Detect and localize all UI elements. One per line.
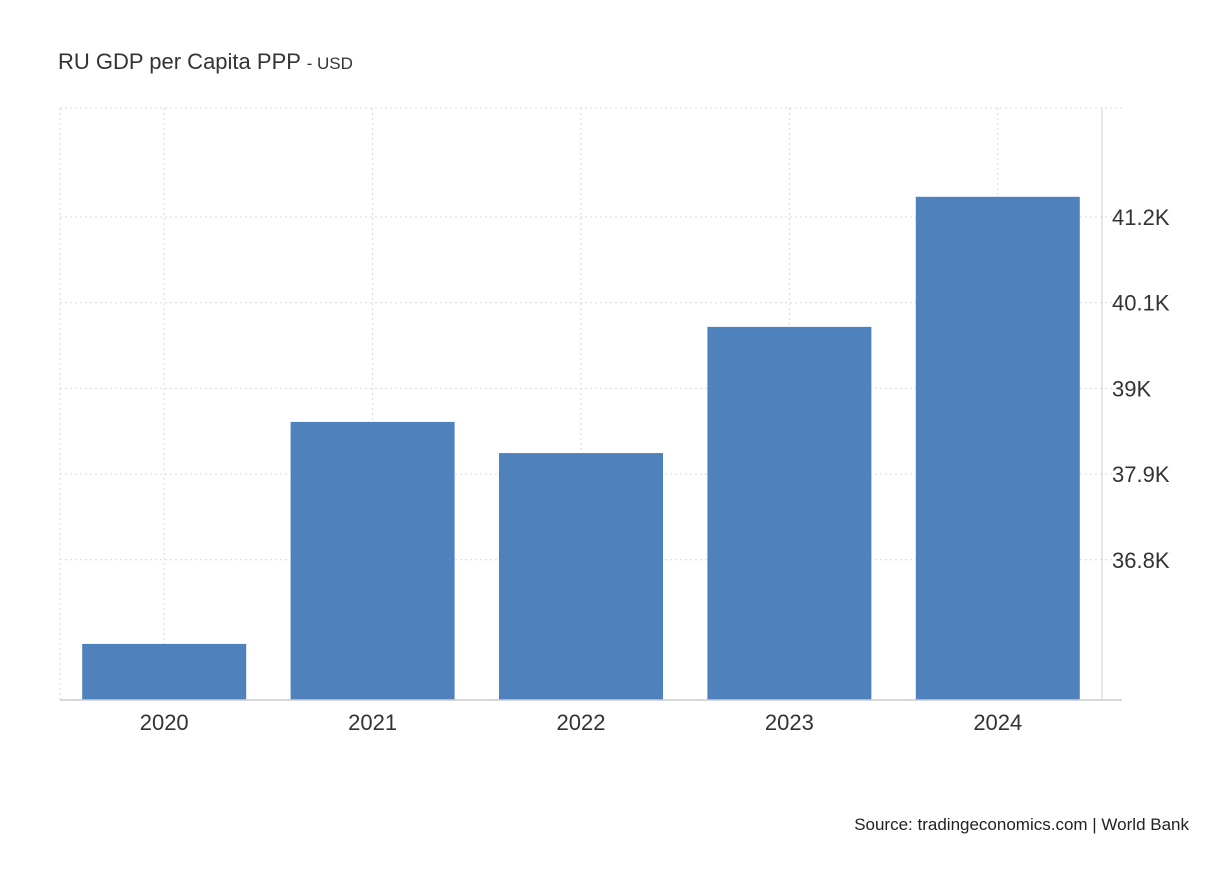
x-tick-label: 2023 xyxy=(765,710,814,735)
x-tick-label: 2020 xyxy=(140,710,189,735)
bar-2022 xyxy=(499,453,663,700)
y-tick-label: 36.8K xyxy=(1112,548,1170,573)
unit-label: - USD xyxy=(306,54,353,73)
y-tick-label: 37.9K xyxy=(1112,462,1170,487)
y-tick-label: 41.2K xyxy=(1112,205,1170,230)
x-tick-label: 2021 xyxy=(348,710,397,735)
x-tick-label: 2022 xyxy=(557,710,606,735)
x-tick-label: 2024 xyxy=(973,710,1022,735)
bar-2024 xyxy=(915,196,1080,701)
bar-2023 xyxy=(707,326,872,700)
y-tick-label: 40.1K xyxy=(1112,291,1170,316)
chart-title-block: RU GDP per Capita PPP - USD xyxy=(58,49,353,75)
y-tick-label: 39K xyxy=(1112,376,1151,401)
bar-2020 xyxy=(82,643,247,700)
chart-title: RU GDP per Capita PPP xyxy=(58,49,301,74)
bar-2021 xyxy=(290,421,455,700)
source-note: Source: tradingeconomics.com | World Ban… xyxy=(854,815,1189,834)
